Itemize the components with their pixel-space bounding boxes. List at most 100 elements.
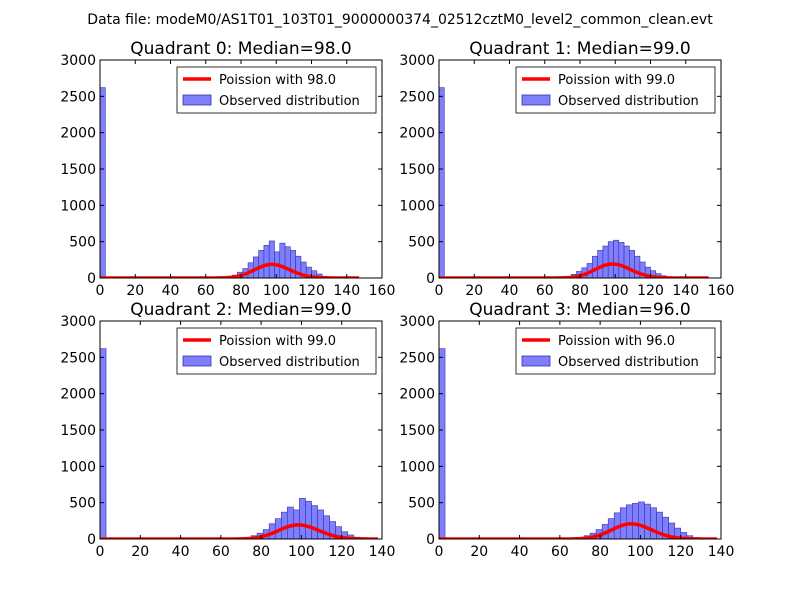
histogram-bar <box>279 242 286 278</box>
histogram-bar <box>100 87 106 278</box>
histogram-bar <box>638 501 645 539</box>
y-tick-label: 500 <box>408 496 435 512</box>
x-tick-label: 160 <box>708 283 735 299</box>
histogram-bar <box>607 241 614 278</box>
y-tick-label: 1500 <box>399 162 435 178</box>
histogram-bar <box>650 507 657 539</box>
histogram-bar <box>597 250 604 278</box>
histogram-bar <box>317 509 324 539</box>
panel-title: Quadrant 2: Median=99.0 <box>130 300 352 320</box>
y-tick-label: 3000 <box>399 53 435 69</box>
y-tick-label: 2000 <box>399 126 435 142</box>
legend: Poission with 96.0 Observed distribution <box>515 327 716 375</box>
histogram-bar <box>299 498 306 539</box>
histogram-bar <box>632 503 639 539</box>
panel-quadrant-3: Quadrant 3: Median=96.0 0 20 40 60 80 100 120 14… <box>399 300 734 560</box>
y-tick-label: 0 <box>426 532 435 548</box>
y-tick-label: 1000 <box>399 459 435 475</box>
x-tick-label: 100 <box>602 283 629 299</box>
y-tick-label: 2000 <box>60 126 96 142</box>
histogram-bar <box>644 503 651 539</box>
x-tick-label: 20 <box>470 544 488 560</box>
y-tick-label: 0 <box>426 271 435 287</box>
x-tick-label: 60 <box>551 544 569 560</box>
x-tick-label: 140 <box>708 544 735 560</box>
legend: Poission with 98.0 Observed distribution <box>176 66 377 114</box>
x-tick-label: 0 <box>435 544 444 560</box>
y-tick-label: 3000 <box>60 53 96 69</box>
legend-bar-label: Observed distribution <box>558 94 699 109</box>
y-tick-label: 2500 <box>60 350 96 366</box>
histogram-bar <box>618 242 625 278</box>
panel-title: Quadrant 0: Median=98.0 <box>130 39 352 59</box>
legend-line-label: Poission with 99.0 <box>558 73 675 88</box>
x-tick-label: 40 <box>511 544 529 560</box>
x-tick-label: 20 <box>465 283 483 299</box>
y-tick-label: 0 <box>87 532 96 548</box>
y-tick-label: 2500 <box>399 350 435 366</box>
x-tick-label: 100 <box>263 283 290 299</box>
y-tick-label: 500 <box>408 235 435 251</box>
legend: Poission with 99.0 Observed distribution <box>176 327 377 375</box>
x-tick-label: 60 <box>212 544 230 560</box>
x-tick-label: 120 <box>298 283 325 299</box>
histogram-bar <box>100 348 107 539</box>
x-tick-label: 20 <box>131 544 149 560</box>
x-tick-label: 60 <box>536 283 554 299</box>
y-tick-label: 3000 <box>60 314 96 330</box>
x-tick-label: 140 <box>672 283 699 299</box>
y-tick-label: 1500 <box>60 423 96 439</box>
histogram-bar <box>439 348 446 539</box>
histogram-bar <box>623 245 630 278</box>
x-tick-label: 160 <box>369 283 396 299</box>
x-tick-label: 0 <box>435 283 444 299</box>
x-tick-label: 20 <box>126 283 144 299</box>
x-tick-label: 40 <box>172 544 190 560</box>
legend-bar-swatch <box>182 94 212 106</box>
y-tick-label: 1500 <box>60 162 96 178</box>
y-tick-label: 1000 <box>60 198 96 214</box>
x-tick-label: 100 <box>627 544 654 560</box>
x-tick-label: 120 <box>328 544 355 560</box>
y-tick-label: 1000 <box>60 459 96 475</box>
legend-bar-swatch <box>521 355 551 367</box>
x-tick-label: 80 <box>591 544 609 560</box>
y-tick-label: 1000 <box>399 198 435 214</box>
histogram-bar <box>439 87 445 278</box>
x-tick-label: 100 <box>288 544 315 560</box>
x-tick-label: 40 <box>501 283 519 299</box>
x-tick-label: 140 <box>369 544 396 560</box>
x-tick-label: 80 <box>252 544 270 560</box>
x-tick-label: 120 <box>637 283 664 299</box>
x-tick-label: 0 <box>96 544 105 560</box>
histogram-bar <box>629 250 635 278</box>
legend-bar-swatch <box>521 94 551 106</box>
x-tick-label: 120 <box>667 544 694 560</box>
panel-quadrant-2: Quadrant 2: Median=99.0 0 20 40 60 80 100 120 14… <box>60 300 395 560</box>
legend-line-label: Poission with 99.0 <box>219 334 336 349</box>
histogram-bar <box>626 504 633 539</box>
x-tick-label: 80 <box>571 283 589 299</box>
x-tick-label: 60 <box>197 283 215 299</box>
legend-bar-label: Observed distribution <box>219 94 360 109</box>
x-tick-label: 0 <box>96 283 105 299</box>
histogram-bar <box>263 245 270 278</box>
poisson-curve <box>100 262 360 278</box>
legend: Poission with 99.0 Observed distribution <box>515 66 716 114</box>
histogram-bar <box>602 245 609 278</box>
legend-bar-label: Observed distribution <box>558 355 699 370</box>
histogram-bar <box>287 506 294 539</box>
y-tick-label: 500 <box>69 496 96 512</box>
histogram-bar <box>268 240 275 278</box>
histogram-bar <box>311 505 318 539</box>
x-tick-label: 80 <box>232 283 250 299</box>
legend-bar-label: Observed distribution <box>219 355 360 370</box>
x-tick-label: 40 <box>162 283 180 299</box>
y-tick-label: 2500 <box>399 89 435 105</box>
panel-quadrant-1: Quadrant 1: Median=99.0 0 20 40 60 80 100 120 14… <box>399 39 734 299</box>
y-tick-label: 2000 <box>60 387 96 403</box>
x-tick-label: 140 <box>333 283 360 299</box>
panel-quadrant-0: Quadrant 0: Median=98.0 0 20 40 60 80 100 120 14… <box>60 39 395 299</box>
y-tick-label: 0 <box>87 271 96 287</box>
